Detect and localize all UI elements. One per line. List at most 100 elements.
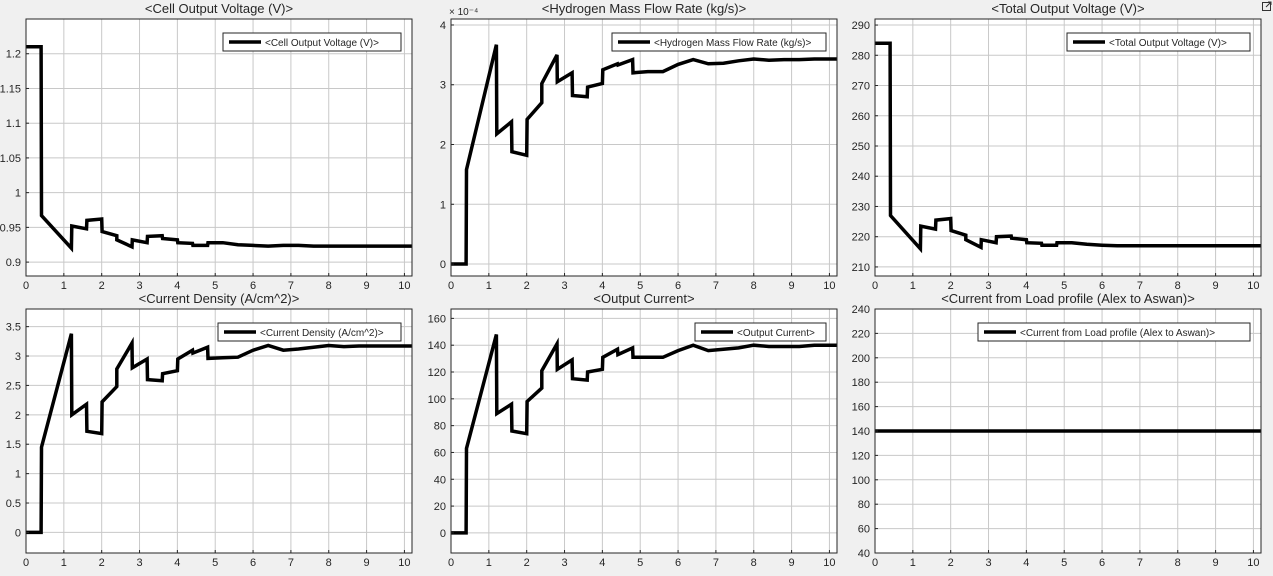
x-tick-label: 0 [448,280,454,292]
x-tick-label: 5 [1061,280,1067,292]
x-tick-label: 2 [948,280,954,292]
x-tick-label: 3 [136,280,142,292]
y-tick-label: 240 [852,171,870,183]
y-tick-label: 270 [852,81,870,93]
x-tick-label: 10 [823,557,835,569]
legend-label: <Hydrogen Mass Flow Rate (kg/s)> [654,38,811,49]
y-tick-label: 280 [852,50,870,62]
axes-frame [450,18,838,277]
y-tick-label: 0 [440,528,446,540]
y-tick-label: 0.95 [0,222,21,234]
y-tick-label: 60 [858,524,870,536]
y-tick-label: 100 [852,475,870,487]
legend: <Total Output Voltage (V)> [1066,32,1251,52]
x-tick-label: 0 [872,557,878,569]
undock-arrow-icon[interactable] [1262,1,1272,11]
y-tick-label: 1.05 [0,153,21,165]
x-tick-label: 8 [326,280,332,292]
x-tick-label: 6 [250,557,256,569]
y-tick-label: 120 [852,450,870,462]
x-tick-label: 7 [288,557,294,569]
x-tick-label: 10 [398,557,410,569]
y-tick-label: 220 [852,232,870,244]
legend-label: <Cell Output Voltage (V)> [265,38,379,49]
series-line [451,44,837,266]
x-tick-label: 6 [1099,280,1105,292]
y-tick-label: 260 [852,111,870,123]
legend: <Current Density (A/cm^2)> [217,322,402,342]
y-tick-label: 2 [15,410,21,422]
x-tick-label: 4 [174,557,180,569]
axes-background [451,19,837,276]
x-tick-label: 7 [1137,280,1143,292]
x-tick-label: 5 [637,280,643,292]
y-tick-label: 200 [852,353,870,365]
y-tick-label: 290 [852,20,870,32]
y-tick-label: 1.1 [6,118,21,130]
legend: <Cell Output Voltage (V)> [222,32,402,52]
x-tick-label: 1 [910,557,916,569]
x-tick-label: 8 [326,557,332,569]
chart-title: <Current from Load profile (Alex to Aswa… [941,291,1195,306]
x-tick-label: 8 [1175,557,1181,569]
chart-title: <Total Output Voltage (V)> [991,1,1144,16]
subplot-5: 0 1 2 3 4 5 6 7 8 9 10020406080100120140160<Output… [428,291,838,569]
y-tick-label: 2.5 [6,380,21,392]
x-tick-label: 4 [174,280,180,292]
x-tick-label: 5 [212,280,218,292]
x-tick-label: 2 [99,557,105,569]
y-tick-label: 60 [434,447,446,459]
y-tick-label: 250 [852,141,870,153]
y-tick-label: 1 [440,199,446,211]
y-tick-label: 80 [434,421,446,433]
x-tick-label: 0 [448,557,454,569]
x-tick-label: 3 [561,557,567,569]
y-tick-label: 3.5 [6,322,21,334]
x-tick-label: 6 [675,557,681,569]
x-tick-label: 3 [985,280,991,292]
y-tick-label: 1 [15,188,21,200]
x-tick-label: 2 [524,280,530,292]
x-tick-label: 6 [250,280,256,292]
subplot-6: 0 1 2 3 4 5 6 7 8 9 10 40 60 80 100 120 140 160 180 200 220 2… [852,291,1262,569]
y-tick-label: 0.9 [6,257,21,269]
y-tick-label: 4 [440,20,446,32]
x-tick-label: 1 [61,557,67,569]
x-tick-label: 1 [486,280,492,292]
y-tick-label: 1.2 [6,49,21,61]
y-tick-label: 0.5 [6,498,21,510]
y-tick-label: 220 [852,328,870,340]
y-tick-label: 210 [852,262,870,274]
x-tick-label: 6 [1099,557,1105,569]
legend-box [977,322,1251,342]
x-tick-label: 0 [872,280,878,292]
x-tick-label: 10 [1247,280,1259,292]
x-tick-label: 6 [675,280,681,292]
x-tick-label: 5 [1061,557,1067,569]
x-tick-label: 8 [751,557,757,569]
y-tick-label: 0 [15,527,21,539]
x-tick-label: 1 [61,280,67,292]
x-tick-label: 9 [789,557,795,569]
chart-title: <Hydrogen Mass Flow Rate (kg/s)> [542,1,746,16]
y-tick-label: 160 [852,402,870,414]
y-exponent-label: × 10⁻⁴ [449,7,478,18]
x-tick-label: 4 [599,557,605,569]
legend-box [217,322,402,342]
legend-label: <Current from Load profile (Alex to Aswa… [1020,328,1215,339]
x-tick-label: 4 [599,280,605,292]
x-tick-label: 7 [1137,557,1143,569]
x-tick-label: 8 [751,280,757,292]
axes-frame [25,308,413,554]
y-tick-label: 180 [852,377,870,389]
series-line [26,333,412,535]
axes-background [875,19,1261,276]
subplot-4: 0 1 2 3 4 5 6 7 8 9 10 0 0.5 1 1.5 2 2.5 3 3.5 <Current Den… [6,291,413,569]
x-tick-label: 7 [713,557,719,569]
y-tick-label: 100 [428,394,446,406]
y-tick-label: 1 [15,469,21,481]
x-tick-label: 1 [486,557,492,569]
x-tick-label: 9 [364,280,370,292]
